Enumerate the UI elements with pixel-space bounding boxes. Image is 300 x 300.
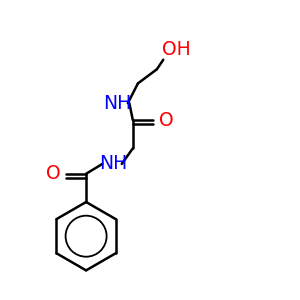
- Text: O: O: [46, 164, 60, 183]
- Text: OH: OH: [162, 40, 191, 59]
- Text: NH: NH: [99, 154, 127, 173]
- Text: O: O: [159, 111, 173, 130]
- Text: NH: NH: [103, 94, 132, 113]
